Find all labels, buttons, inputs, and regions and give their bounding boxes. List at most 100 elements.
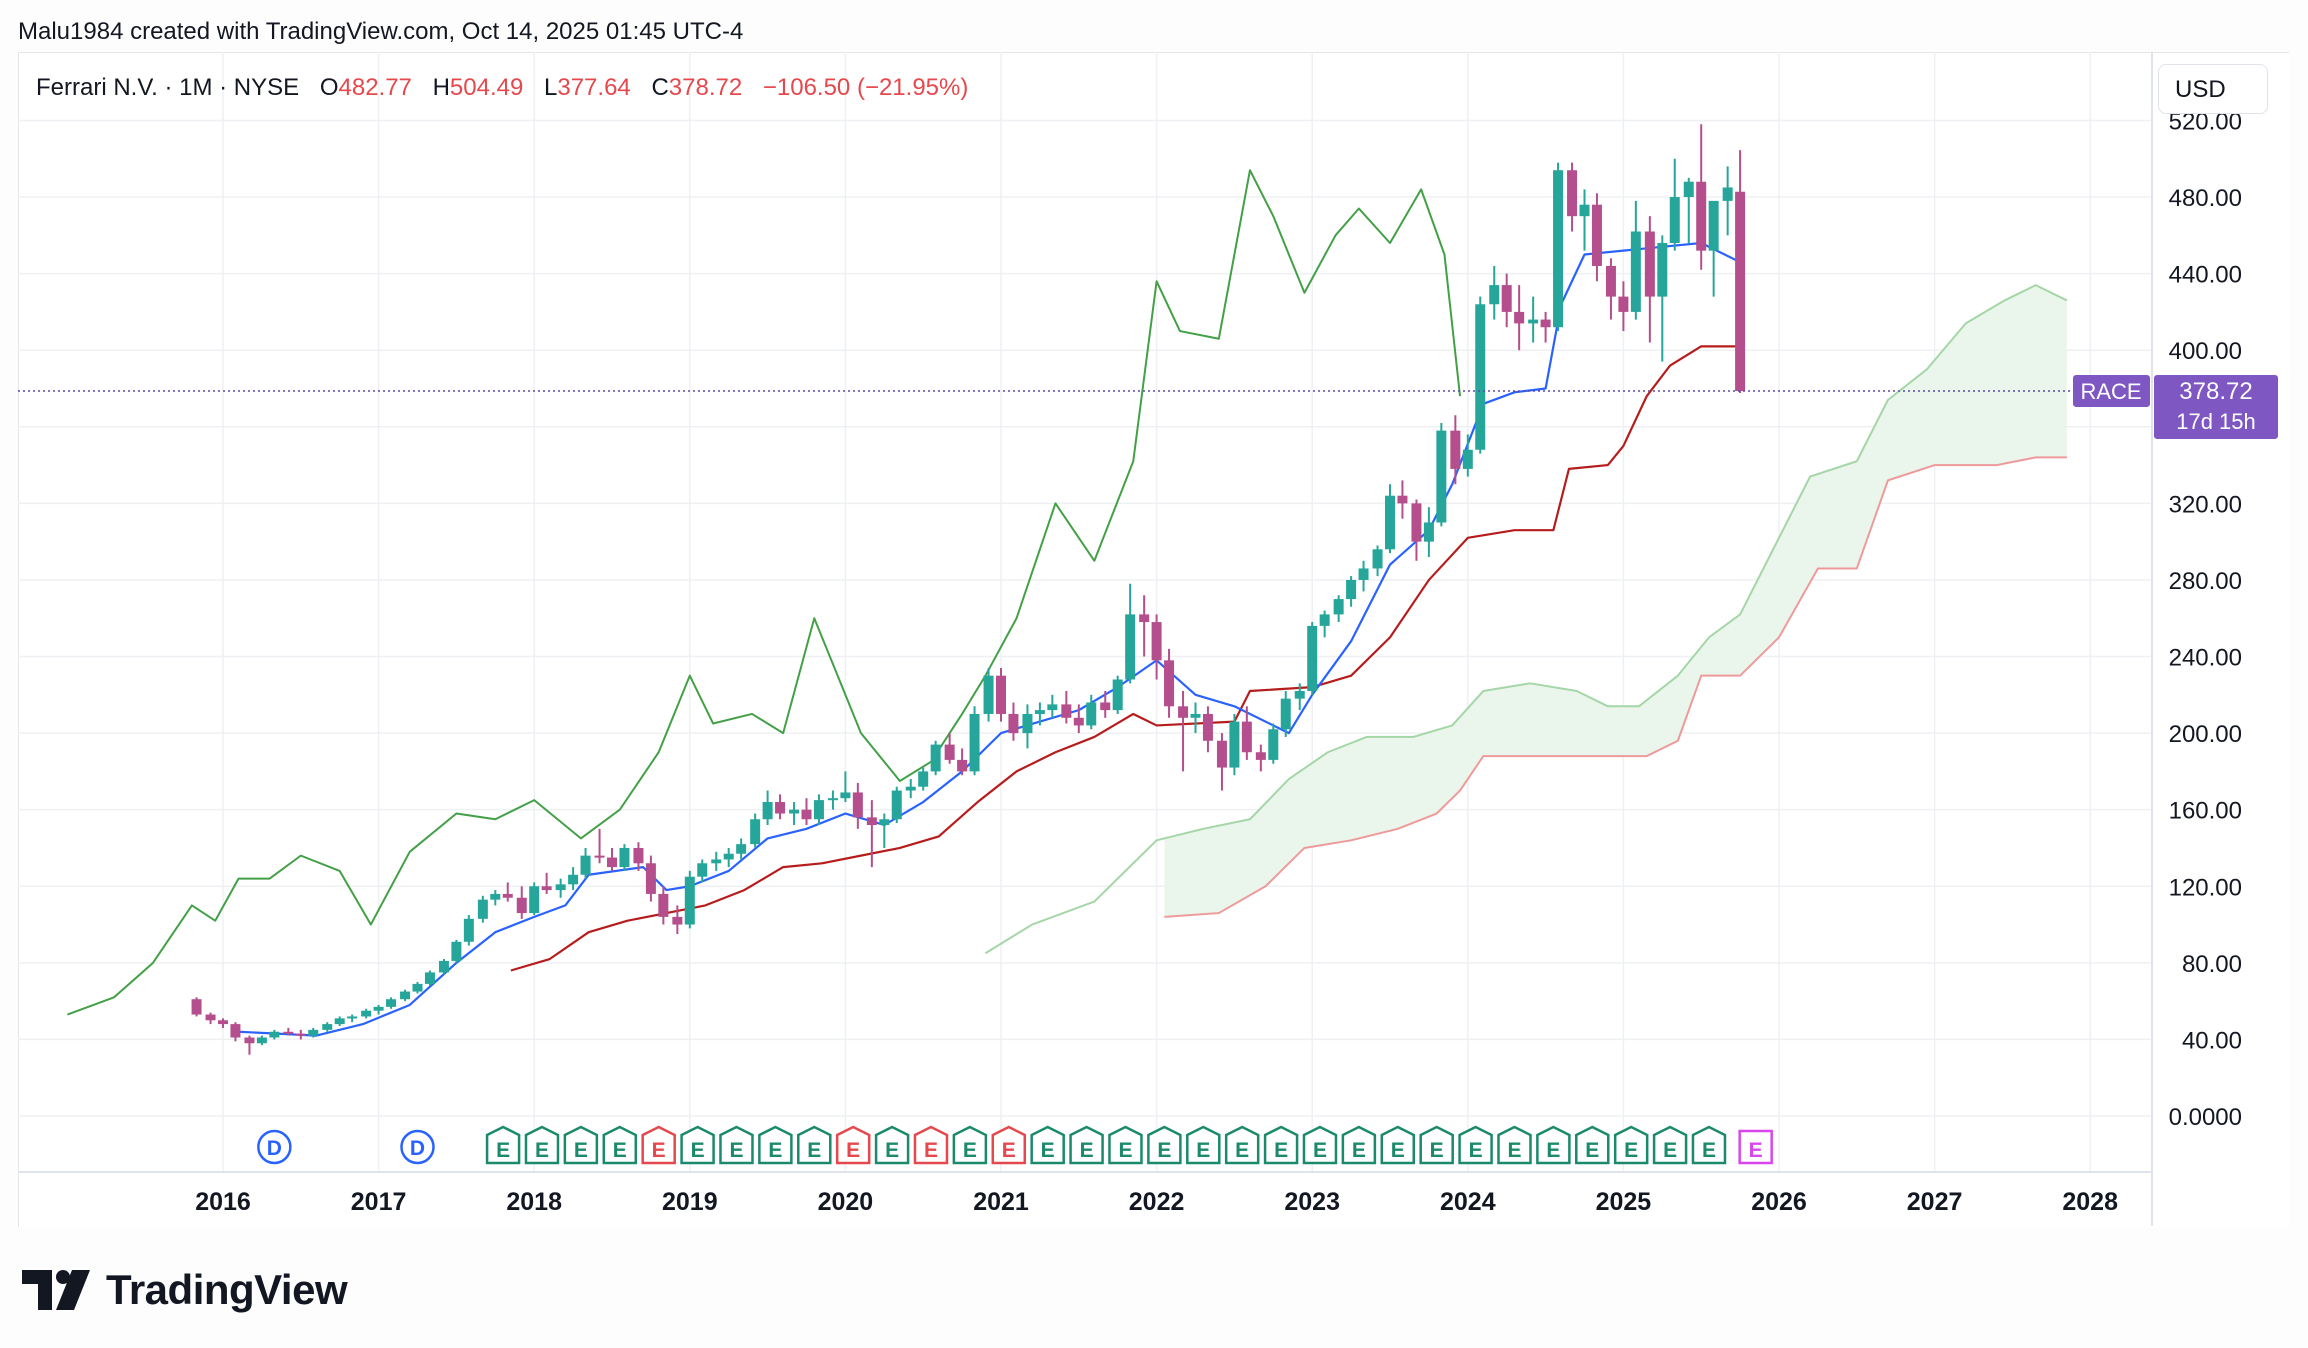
candle-body [607,857,617,868]
candle [633,842,644,871]
candle-body [633,847,644,864]
candle [1139,595,1150,657]
candle [1553,162,1564,332]
candle [684,870,695,929]
currency-selector[interactable]: USD [2158,64,2268,114]
y-tick-label: 80.00 [2182,951,2242,978]
candle-body [672,916,683,925]
candle-body [1489,285,1500,305]
candle [308,1027,319,1038]
candle-body [1528,319,1539,324]
earnings-marker-label: E [885,1139,899,1162]
candle [1178,690,1189,772]
candle [1540,311,1551,343]
candle-body [1397,495,1408,504]
candle [1164,648,1175,718]
candle-body [1475,304,1486,450]
candle [477,895,488,923]
candle [1385,484,1395,554]
earnings-marker-label: E [574,1139,588,1162]
candle [1696,124,1707,270]
earnings-marker [1419,1125,1454,1165]
candle [1423,507,1434,557]
candle [256,1035,267,1046]
candle [568,867,579,891]
candle [1112,675,1123,714]
y-tick-label: 440.00 [2169,262,2242,289]
y-tick-label: 320.00 [2169,491,2242,518]
y-tick-label: 480.00 [2169,185,2242,212]
candle [244,1035,255,1055]
candle [594,828,605,864]
candle [1605,258,1616,320]
candle-body [283,1031,294,1034]
candle [205,1012,216,1025]
candle [1436,422,1447,527]
attribution-text: Malu1984 created with TradingView.com, O… [18,18,744,45]
dividend-marker-label: D [410,1137,425,1160]
earnings-marker-label: E [691,1139,705,1162]
candle-body [750,819,761,845]
grid [18,52,2152,1172]
candle-body [1385,495,1395,550]
y-tick-label: 280.00 [2169,568,2242,595]
candle-body [1241,721,1252,753]
candle [541,872,552,894]
earnings-marker-label: E [1196,1139,1210,1162]
candle-body [736,844,747,854]
dividend-marker-label: D [267,1137,282,1160]
candle-body [322,1024,333,1030]
candle-body [1061,704,1072,718]
earnings-marker-label: E [1585,1139,1599,1162]
candle-body [1657,242,1668,297]
earnings-marker [1380,1125,1416,1165]
candle [1683,177,1694,243]
earnings-marker-label: E [1546,1139,1560,1162]
candle [1489,265,1500,320]
x-tick-label: 2022 [1129,1188,1185,1216]
candle-body [529,886,540,914]
candle [580,847,591,879]
candle [750,813,761,848]
candle-body [1100,702,1111,711]
candle [295,1029,306,1040]
earnings-marker [991,1125,1027,1165]
candle [813,794,824,825]
high-value: 504.49 [449,74,524,101]
candle-body [711,859,722,864]
x-tick-label: 2023 [1284,1188,1340,1216]
earnings-marker-label: E [1469,1139,1483,1162]
candle-body [1022,713,1033,734]
candle-body [1722,187,1733,201]
candle [711,851,722,871]
candle-body [1034,710,1045,714]
symbol-tag-text: RACE [2080,379,2141,404]
tradingview-logo[interactable]: TradingView [22,1262,348,1318]
earnings-marker-label: E [1118,1139,1132,1162]
candle [322,1022,333,1032]
base-line [510,345,1741,972]
symbol-name[interactable]: Ferrari N.V. · 1M · NYSE [36,74,300,101]
candle [529,882,540,915]
candle [1280,690,1291,737]
candle [1241,706,1252,760]
y-tick-label: 400.00 [2169,338,2242,365]
candle [905,779,916,799]
candle [1346,576,1357,607]
candle-body [218,1020,228,1025]
open-label: O [319,74,339,101]
candle-body [918,771,929,787]
candle-body [1540,319,1551,328]
candle [866,800,877,868]
candle [775,794,786,820]
candles [191,124,1746,1055]
candle-body [490,893,501,900]
earnings-marker [641,1125,676,1165]
candle-body [1280,698,1291,730]
candle [1657,235,1668,362]
candle [334,1016,345,1027]
candle-body [1139,614,1150,623]
candle-body [244,1037,255,1044]
candle-body [891,790,902,820]
